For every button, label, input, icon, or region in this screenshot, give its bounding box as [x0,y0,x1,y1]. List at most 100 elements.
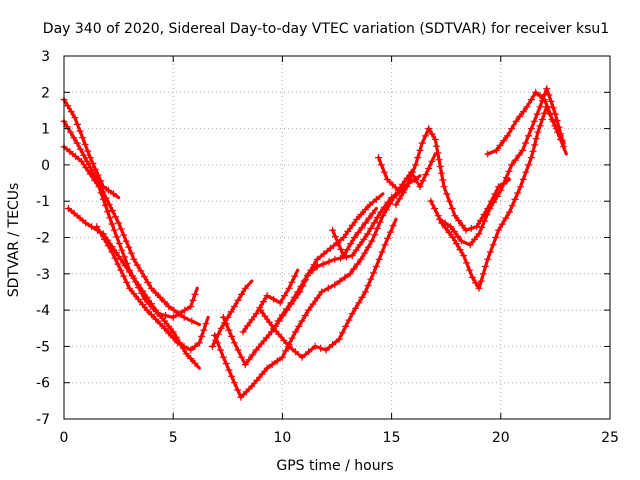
plus-marker [161,298,168,306]
plus-marker [533,110,541,118]
plus-marker [360,235,368,243]
plus-marker [331,255,339,263]
series-markers [211,175,418,401]
x-tick-label: 0 [60,430,69,446]
plus-marker [416,146,424,154]
plus-marker [422,171,430,179]
plus-marker [152,306,160,314]
plus-marker [120,231,128,239]
plus-marker [348,221,356,229]
plus-marker [455,217,463,225]
plus-marker [387,228,394,236]
plus-marker [147,311,155,319]
plus-marker [522,139,530,147]
plus-marker [505,167,513,175]
plus-marker [418,139,426,147]
plus-marker [416,183,424,191]
plus-marker [369,209,377,217]
plus-marker [275,330,283,338]
plus-marker [227,308,235,316]
series-track-10 [257,217,398,361]
y-tick-label: 0 [41,158,50,174]
plus-marker [64,205,72,212]
plus-marker [454,232,462,240]
series-track-17 [484,88,566,158]
plus-marker [436,215,444,223]
plus-marker [125,243,133,251]
plus-marker [326,244,334,252]
axis-ticks [63,55,611,420]
plus-marker [282,347,290,355]
series-track-1 [60,96,121,200]
series-markers [219,188,402,369]
plus-marker [462,226,470,234]
plus-marker [380,203,388,211]
plus-marker [105,200,113,208]
plus-marker [351,234,358,241]
plus-marker [112,213,119,221]
plus-marker [355,299,363,307]
plus-marker [268,328,275,336]
plus-marker [144,279,152,286]
plus-marker [325,258,333,266]
plus-marker [538,116,546,123]
series-line [221,185,407,367]
plus-marker [127,249,135,257]
plus-marker [161,324,168,332]
plus-marker [358,224,366,232]
plus-marker [217,346,224,354]
plus-marker [467,224,475,232]
plus-marker [334,239,342,247]
plus-marker [262,334,270,342]
plus-marker [361,206,369,214]
plus-marker [297,283,305,290]
plus-marker [378,248,386,256]
plus-marker [82,219,90,227]
plus-marker [225,326,233,334]
plus-marker [161,317,168,325]
plus-marker [506,208,513,216]
plus-marker [373,214,381,221]
y-tick-label: -1 [36,194,50,210]
plus-marker [443,190,451,198]
plus-marker [181,306,189,314]
plus-marker [228,332,236,340]
plus-marker [238,353,246,361]
plus-marker [245,356,253,364]
plus-marker [515,151,523,159]
y-tick-label: 3 [41,49,50,65]
plus-marker [320,250,328,258]
series-track-12 [329,206,378,260]
series-line [213,174,422,399]
plus-marker [433,142,440,150]
series-markers [274,195,380,325]
plus-marker [110,190,117,198]
plus-marker [165,329,173,337]
x-tick-labels: 0 5 10 15 20 25 [60,430,619,446]
plus-marker [394,186,402,194]
plus-marker [380,168,388,176]
plus-marker [532,135,540,143]
plus-marker [549,117,557,125]
plus-marker [541,96,548,104]
plus-marker [341,273,349,281]
series-markers [329,209,377,260]
plus-marker [122,237,130,245]
plus-marker [508,202,516,210]
plus-marker [483,211,491,219]
plus-marker [472,279,480,287]
plus-marker [340,252,348,260]
plus-marker [406,175,414,183]
series-markers [64,205,199,367]
plus-marker [530,117,538,125]
plus-marker [97,189,105,197]
plus-marker [553,125,561,133]
plus-marker [480,217,488,225]
plus-marker [353,260,361,268]
plus-marker [431,205,439,212]
plus-marker [492,234,500,241]
plus-marker [126,284,133,292]
plus-marker [361,219,369,227]
plus-marker [419,177,427,185]
